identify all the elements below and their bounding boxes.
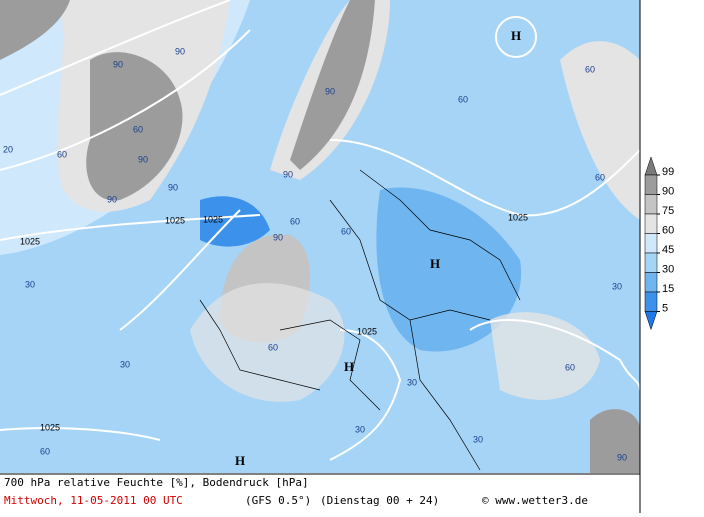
map-label: 60 (268, 342, 278, 352)
footer-model: (GFS 0.5°) (245, 494, 311, 507)
map-label: 30 (120, 359, 130, 369)
map-label: 90 (273, 232, 283, 242)
legend-swatch (644, 194, 658, 215)
legend-swatch (644, 252, 658, 273)
map-label: 90 (325, 86, 335, 96)
map-label: 30 (612, 281, 622, 291)
footer-title: 700 hPa relative Feuchte [%], Bodendruck… (4, 476, 309, 489)
map-label: 90 (168, 182, 178, 192)
map-label: 1025 (20, 236, 40, 246)
map-label: 90 (113, 59, 123, 69)
legend-label: 99 (662, 166, 674, 178)
map-label: 20 (3, 144, 13, 154)
map-label: H (344, 359, 354, 374)
map-label: 1025 (357, 326, 377, 336)
map-label: 60 (40, 446, 50, 456)
footer-run: (Dienstag 00 + 24) (320, 494, 439, 507)
map-labels: H H H H 1025 1025 1025 1025 1025 1025 90 90 90 90 90 90… (3, 28, 627, 468)
map-label: 60 (595, 172, 605, 182)
map-label: 1025 (165, 215, 185, 225)
map-label: 30 (355, 424, 365, 434)
map-label: H (235, 453, 245, 468)
map-label: 60 (57, 149, 67, 159)
humid-area (560, 41, 640, 221)
map-label: 90 (283, 169, 293, 179)
map-label: H (430, 256, 440, 271)
footer-credit: © www.wetter3.de (482, 494, 588, 507)
legend-swatch (644, 272, 658, 293)
map-label: 60 (290, 216, 300, 226)
isobars (0, 0, 537, 461)
dry-area (376, 187, 522, 352)
legend-label: 75 (662, 205, 674, 217)
map-label: 90 (175, 46, 185, 56)
legend-swatch (644, 213, 658, 234)
borders (199, 169, 521, 471)
legend-label: 60 (662, 224, 674, 236)
humid-area (590, 409, 640, 473)
legend-arrow (644, 311, 658, 331)
map-label: 60 (133, 124, 143, 134)
humid-area (86, 52, 183, 201)
map-label: 90 (138, 154, 148, 164)
legend-swatch (644, 174, 658, 195)
map-label: 60 (458, 94, 468, 104)
legend: 99 90 75 60 45 30 15 5 (644, 156, 674, 331)
legend-label: 5 (662, 302, 668, 314)
map-label: 1025 (40, 422, 60, 432)
legend-label: 15 (662, 283, 674, 295)
map-label: 1025 (508, 212, 528, 222)
legend-label: 45 (662, 244, 674, 256)
map (0, 0, 641, 473)
humid-area (290, 0, 375, 170)
map-label: 90 (107, 194, 117, 204)
map-label: 1025 (203, 214, 223, 224)
humid-area (190, 283, 345, 402)
map-label: 30 (473, 434, 483, 444)
map-label: 90 (617, 452, 627, 462)
humid-area (0, 0, 70, 60)
map-label: 30 (407, 377, 417, 387)
map-label: 60 (341, 226, 351, 236)
map-label: 60 (565, 362, 575, 372)
legend-label: 90 (662, 185, 674, 197)
legend-swatch (644, 233, 658, 254)
map-label: 30 (25, 279, 35, 289)
legend-label: 30 (662, 263, 674, 275)
map-label: 60 (585, 64, 595, 74)
footer-date: Mittwoch, 11-05-2011 00 UTC (4, 494, 183, 507)
map-label: H (511, 28, 521, 43)
legend-swatch (644, 291, 658, 312)
